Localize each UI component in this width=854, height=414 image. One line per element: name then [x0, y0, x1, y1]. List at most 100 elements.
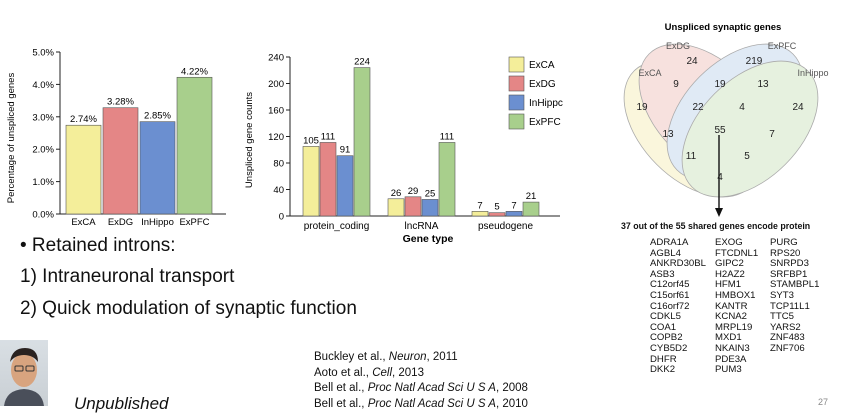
chart1-data-label: 2.85% [144, 111, 171, 122]
chart2-bar [471, 211, 489, 217]
venn-title: Unspliced synaptic genes [665, 22, 782, 33]
venn-region-count: 11 [686, 151, 697, 162]
chart2-legend-label: ExCA [529, 60, 555, 71]
venn-region-count: 4 [739, 102, 745, 113]
chart1-bar [65, 124, 102, 215]
gene-name: HFM1 [715, 279, 742, 291]
chart2-bar [404, 196, 422, 217]
chart2-xlabel: Gene type [403, 233, 454, 245]
reference-item: Bell et al., Proc Natl Acad Sci U S A, 2… [314, 397, 528, 410]
chart2-bar [353, 67, 371, 217]
chart2-data-label: 21 [526, 191, 537, 202]
chart2-data-label: 224 [354, 57, 370, 68]
chart1-tick-label: 4.0% [32, 80, 54, 91]
chart1-data-label: 2.74% [70, 114, 97, 125]
chart2-data-label: 7 [511, 200, 516, 211]
venn-set-inhippo [681, 60, 819, 198]
shared-genes-caption: 37 out of the 55 shared genes encode pro… [621, 221, 811, 231]
gene-counts-chart: Unspliced gene counts 04080120160200240 … [244, 53, 563, 246]
gene-name: SRFBP1 [770, 268, 808, 280]
chart1-ylabel: Percentage of unspliced genes [6, 73, 17, 204]
chart2-bar [336, 155, 354, 217]
gene-name: SYT3 [770, 289, 794, 301]
chart2-tick-label: 200 [268, 79, 284, 90]
gene-name: ANKRD30BL [650, 258, 706, 270]
gene-column-1: ADRA1A AGBL4 ANKRD30BL ASB3 C12orf45 C15orf61… [650, 237, 706, 376]
chart2-legend-swatch [508, 56, 525, 73]
venn-label-inhippo: InHippo [797, 68, 828, 78]
chart2-ylabel: Unspliced gene counts [244, 92, 255, 188]
venn-region-count: 19 [714, 79, 726, 90]
chart2-legend-swatch [508, 113, 525, 130]
bullet-intraneuronal-transport: 1) Intraneuronal transport [20, 266, 235, 287]
venn-region-count: 55 [714, 125, 726, 136]
chart2-legend-label: ExDG [529, 79, 556, 90]
venn-region-count: 19 [636, 102, 648, 113]
gene-name: PUM3 [715, 364, 742, 376]
venn-diagram: Unspliced synaptic genes ExDG ExPFC ExCA… [623, 22, 829, 217]
references: Buckley et al., Neuron, 2011 Aoto et al.… [314, 350, 528, 412]
gene-name: ADRA1A [650, 237, 689, 248]
chart2-data-label: 25 [425, 188, 436, 199]
venn-region-count: 13 [757, 79, 769, 90]
chart2-tick-label: 240 [268, 53, 284, 64]
gene-name: SNRPD3 [770, 258, 809, 270]
chart1-bar [176, 76, 213, 215]
venn-arrow-head [715, 208, 723, 217]
chart2-legend-swatch [508, 94, 525, 111]
chart2-data-label: 105 [303, 135, 319, 146]
chart1-tick-label: 2.0% [32, 145, 54, 156]
venn-region-count: 13 [662, 129, 674, 140]
slide-number: 27 [818, 397, 829, 407]
gene-name: H2AZ2 [715, 268, 745, 280]
bullet-synaptic-modulation: 2) Quick modulation of synaptic function [20, 298, 357, 319]
chart2-bar [438, 142, 456, 217]
chart2-bar [421, 199, 439, 217]
gene-name: GIPC2 [715, 258, 744, 270]
gene-name: ZNF483 [770, 332, 805, 344]
percent-unspliced-chart: Percentage of unspliced genes 0.0% 1.0% 2.… [6, 48, 226, 228]
venn-region-count: 219 [746, 56, 763, 67]
gene-name: KCNA2 [715, 311, 747, 323]
chart2-tick-label: 0 [279, 212, 284, 223]
gene-name: MXD1 [715, 332, 742, 344]
chart2-bar [488, 212, 506, 217]
venn-label-expfc: ExPFC [768, 41, 797, 51]
chart2-data-label: 29 [408, 186, 419, 197]
chart1-tick-label: 1.0% [32, 177, 54, 188]
gene-name: KANTR [715, 300, 748, 312]
chart2-tick-label: 80 [273, 159, 284, 170]
gene-name: COA1 [650, 321, 677, 333]
reference-item: Bell et al., Proc Natl Acad Sci U S A, 2… [314, 382, 528, 394]
venn-label-exca: ExCA [638, 68, 661, 78]
gene-name: ZNF706 [770, 342, 805, 354]
chart2-bar [505, 211, 523, 217]
chart1-data-label: 3.28% [107, 97, 134, 108]
gene-name: YARS2 [770, 321, 801, 333]
chart2-tick-label: 160 [268, 106, 284, 117]
chart2-category-label: pseudogene [478, 221, 533, 232]
chart2-data-label: 26 [391, 188, 402, 199]
chart1-data-label: 4.22% [181, 66, 208, 77]
chart1-category-label: ExPFC [179, 217, 209, 228]
gene-name: NKAIN3 [715, 342, 750, 354]
gene-name: DKK2 [650, 364, 676, 376]
chart2-legend-label: ExPFC [529, 117, 561, 128]
venn-region-count: 5 [744, 151, 750, 162]
chart2-category-label: protein_coding [304, 221, 370, 232]
chart2-tick-label: 120 [268, 132, 284, 143]
venn-region-count: 7 [769, 129, 775, 140]
venn-label-exdg: ExDG [666, 41, 690, 51]
gene-column-3: PURG RPS20 SNRPD3 SRFBP1 STAMBPL1 SYT3 TCP11L1… [770, 237, 819, 355]
gene-name: CDKL5 [650, 311, 681, 323]
gene-name: EXOG [715, 237, 743, 248]
gene-name: COPB2 [650, 332, 683, 344]
chart2-bar [387, 198, 405, 217]
gene-name: C12orf45 [650, 279, 690, 291]
gene-name: FTCDNL1 [715, 247, 759, 259]
venn-region-count: 9 [673, 79, 679, 90]
venn-region-count: 24 [792, 102, 804, 113]
unpublished-label: Unpublished [74, 394, 169, 413]
reference-item: Buckley et al., Neuron, 2011 [314, 351, 458, 363]
venn-region-count: 4 [717, 172, 723, 183]
